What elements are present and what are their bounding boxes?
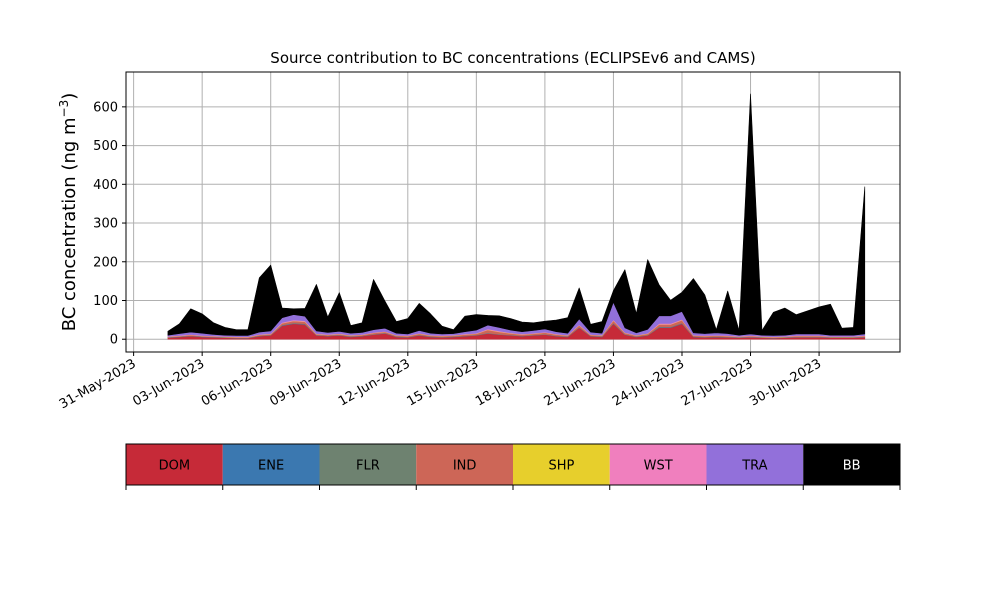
legend-swatch-flr — [319, 444, 417, 485]
y-axis-label-close: ) — [59, 93, 80, 100]
legend-swatch-bb — [803, 444, 900, 485]
legend-label-ene: ENE — [258, 459, 284, 474]
legend-label-ind: IND — [453, 459, 477, 474]
x-tick-label: 18-Jun-2023 — [473, 356, 550, 409]
y-tick-label: 400 — [93, 178, 118, 193]
y-tick-label: 100 — [93, 294, 118, 309]
x-tick-label: 24-Jun-2023 — [610, 356, 687, 409]
y-axis-label: BC concentration (ng m−3) — [57, 93, 80, 332]
y-tick-label: 600 — [93, 100, 118, 115]
x-tick-label: 27-Jun-2023 — [679, 356, 756, 409]
area-bb — [167, 93, 866, 336]
legend-label-flr: FLR — [356, 459, 380, 474]
legend-label-wst: WST — [644, 459, 673, 474]
legend-swatch-wst — [609, 444, 707, 485]
x-tick-label: 12-Jun-2023 — [336, 356, 413, 409]
x-tick-label: 06-Jun-2023 — [199, 356, 276, 409]
legend-swatch-tra — [706, 444, 804, 485]
x-tick-label: 31-May-2023 — [57, 356, 139, 412]
y-tick-label: 500 — [93, 139, 118, 154]
legend-swatch-shp — [513, 444, 610, 485]
y-tick-label: 0 — [110, 333, 118, 348]
legend-label-tra: TRA — [741, 459, 767, 474]
legend-label-shp: SHP — [548, 459, 574, 474]
plot-frame — [125, 71, 901, 353]
y-axis-label-unit-sup: −3 — [57, 100, 71, 118]
x-tick-label: 30-Jun-2023 — [747, 356, 824, 409]
x-tick-label: 21-Jun-2023 — [542, 356, 619, 409]
legend-label-dom: DOM — [159, 459, 190, 474]
y-tick-label: 300 — [93, 217, 118, 232]
legend-swatch-ind — [416, 444, 513, 485]
legend-swatch-ene — [222, 444, 320, 485]
chart-title: Source contribution to BC concentrations… — [270, 49, 755, 67]
x-tick-label: 15-Jun-2023 — [405, 356, 482, 409]
y-tick-label: 200 — [93, 255, 118, 270]
legend-swatch-dom — [126, 444, 223, 485]
x-tick-label: 09-Jun-2023 — [267, 356, 344, 409]
x-tick-label: 03-Jun-2023 — [130, 356, 207, 409]
legend-label-bb: BB — [843, 459, 861, 474]
area-layer — [167, 93, 866, 340]
legend-colorbar: DOM ENE FLR IND SHP WST TRA BB — [125, 443, 901, 490]
